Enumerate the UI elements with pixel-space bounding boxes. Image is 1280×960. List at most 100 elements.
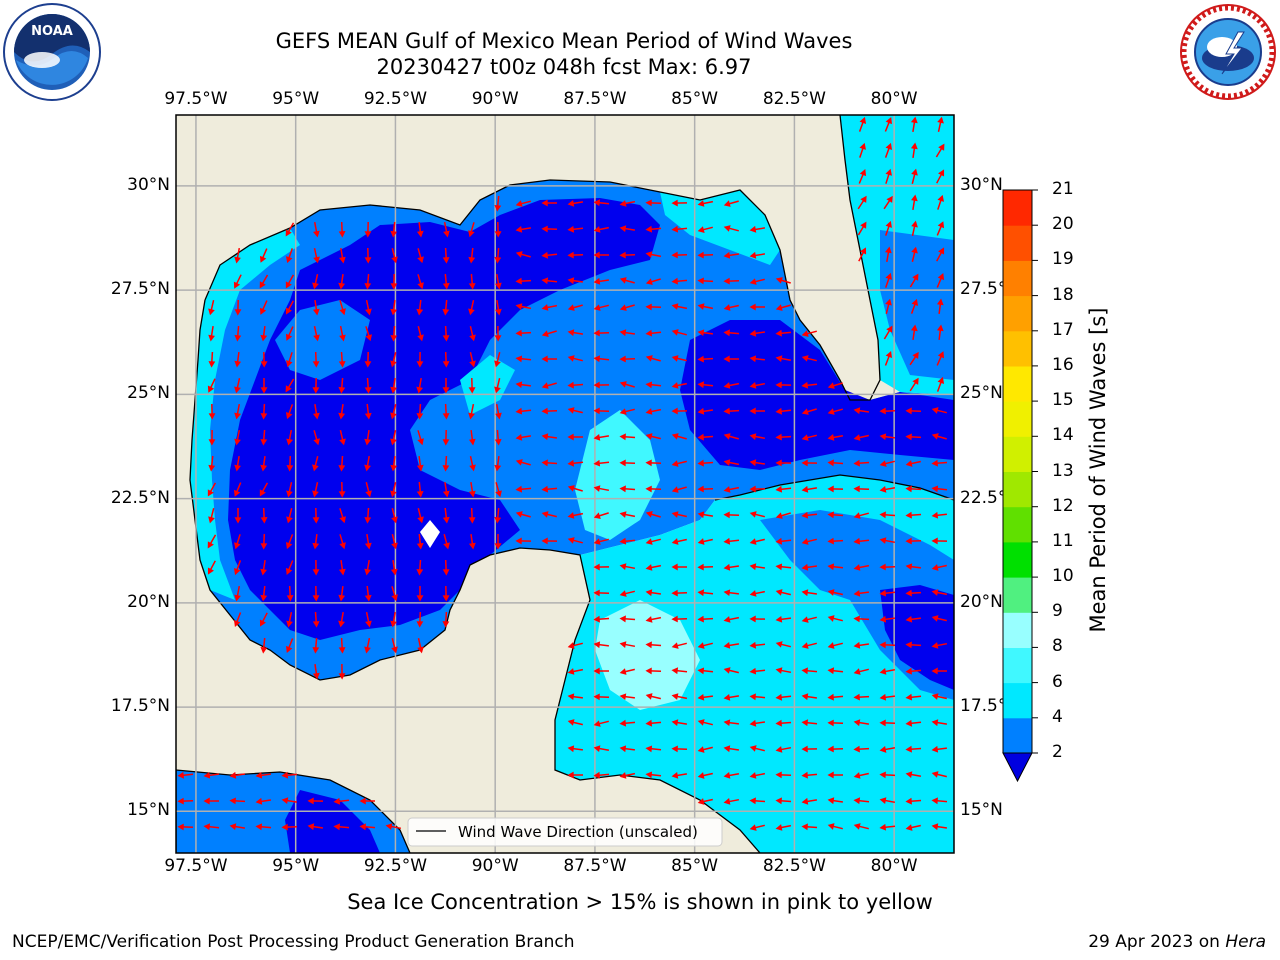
colorbar-tick-label: 21 — [1052, 179, 1074, 199]
wind-arrow-head — [749, 745, 757, 752]
wind-arrow-head — [645, 771, 653, 779]
wind-arrow-head — [333, 797, 341, 805]
wind-arrow-head — [723, 745, 731, 753]
wind-arrow-head — [937, 273, 945, 281]
colorbar-bin — [1003, 401, 1032, 437]
colorbar-tick-label: 15 — [1052, 390, 1074, 411]
wind-arrow-head — [801, 330, 809, 337]
wind-arrow-head — [697, 719, 705, 726]
wind-arrow-head — [775, 355, 783, 362]
wind-arrow-head — [697, 693, 705, 701]
wind-arrow-head — [339, 542, 346, 550]
wind-arrow-head — [442, 257, 450, 264]
wind-arrow-head — [697, 667, 705, 675]
tick-label: 20°N — [960, 591, 1003, 612]
wind-arrow-head — [749, 719, 757, 727]
wind-arrow-head — [619, 590, 627, 597]
wind-arrow-head — [645, 251, 653, 258]
wind-arrow-head — [619, 511, 627, 518]
wind-arrow-head — [697, 433, 704, 441]
wind-arrow-head — [879, 693, 887, 701]
wind-arrow-head — [307, 823, 315, 831]
wind-arrow-head — [937, 376, 945, 385]
wind-arrow-head — [281, 771, 289, 779]
wind-arrow-head — [593, 615, 600, 623]
wind-arrow-head — [234, 386, 241, 394]
wind-arrow-head — [494, 386, 501, 394]
wind-arrow-head — [312, 308, 320, 316]
wind-arrow-head — [645, 719, 653, 727]
wind-arrow-head — [364, 283, 372, 290]
wind-arrow-head — [697, 563, 704, 571]
wind-arrow-head — [879, 486, 887, 493]
wind-arrow-head — [391, 516, 398, 524]
wind-arrow-head — [541, 433, 549, 441]
wind-arrow-head — [260, 387, 268, 394]
wind-arrow-head — [931, 485, 939, 493]
wind-arrow-head — [494, 464, 502, 472]
wind-arrow-head — [593, 538, 601, 545]
wind-arrow-head — [494, 231, 502, 238]
wind-arrow-head — [827, 797, 835, 805]
wind-arrow-head — [671, 563, 678, 571]
tick-label: 30°N — [960, 174, 1003, 195]
wind-arrow-head — [827, 823, 835, 830]
wind-arrow-head — [827, 667, 835, 675]
wind-arrow-head — [775, 589, 783, 596]
wind-arrow-head — [494, 360, 501, 368]
colorbar-bin — [1003, 436, 1032, 472]
wind-arrow-head — [541, 407, 548, 415]
wind-arrow-head — [645, 433, 653, 440]
wind-arrow-head — [390, 490, 397, 498]
wind-arrow-head — [931, 719, 939, 727]
wind-arrow-head — [417, 438, 424, 446]
tick-label: 90°W — [471, 89, 519, 109]
wind-arrow-head — [208, 439, 216, 446]
wind-arrow-head — [931, 667, 938, 675]
wind-arrow-head — [442, 595, 450, 602]
wind-arrow-head — [593, 485, 601, 492]
wind-arrow-head — [234, 438, 241, 446]
wind-arrow-head — [860, 221, 867, 229]
wind-arrow-head — [494, 516, 502, 524]
wind-arrow-head — [938, 247, 945, 255]
wind-arrow-head — [417, 334, 424, 342]
wind-arrow-head — [801, 642, 809, 649]
wind-arrow-head — [259, 489, 266, 497]
wind-arrow-head — [468, 438, 476, 446]
wind-arrow-head — [859, 116, 867, 125]
wind-arrow-head — [567, 407, 575, 414]
wind-arrow-head — [364, 646, 371, 654]
wind-arrow-head — [207, 541, 214, 549]
wind-arrow-head — [905, 563, 913, 571]
colorbar-bin — [1003, 295, 1032, 332]
wind-arrow-head — [229, 797, 236, 805]
wind-arrow-head — [697, 485, 704, 493]
wind-arrow-head — [515, 459, 523, 466]
wind-arrow-head — [879, 719, 886, 727]
wind-arrow-head — [416, 621, 424, 628]
wind-arrow-head — [619, 251, 626, 259]
wind-arrow-head — [567, 277, 575, 285]
wind-arrow-head — [827, 537, 834, 545]
wind-arrow-head — [775, 615, 783, 623]
noaa-logo-text: NOAA — [31, 24, 73, 39]
wind-arrow-head — [723, 537, 731, 545]
wind-arrow-head — [697, 407, 705, 415]
wind-arrow-head — [905, 667, 912, 675]
wind-arrow-head — [879, 407, 886, 415]
wind-arrow-head — [827, 485, 834, 493]
wind-arrow-head — [697, 381, 705, 389]
wind-arrow-head — [645, 641, 652, 649]
wind-arrow-head — [364, 412, 372, 420]
wind-arrow-head — [931, 745, 939, 753]
wind-arrow-head — [338, 673, 346, 680]
wind-arrow-head — [911, 298, 919, 307]
wind-arrow-head — [905, 693, 913, 701]
tick-label: 80°W — [870, 89, 918, 109]
wind-arrow-head — [912, 351, 919, 360]
wind-arrow-head — [233, 567, 241, 576]
wind-arrow-head — [885, 117, 892, 125]
wind-arrow-head — [364, 387, 372, 394]
wind-arrow-head — [442, 308, 450, 316]
